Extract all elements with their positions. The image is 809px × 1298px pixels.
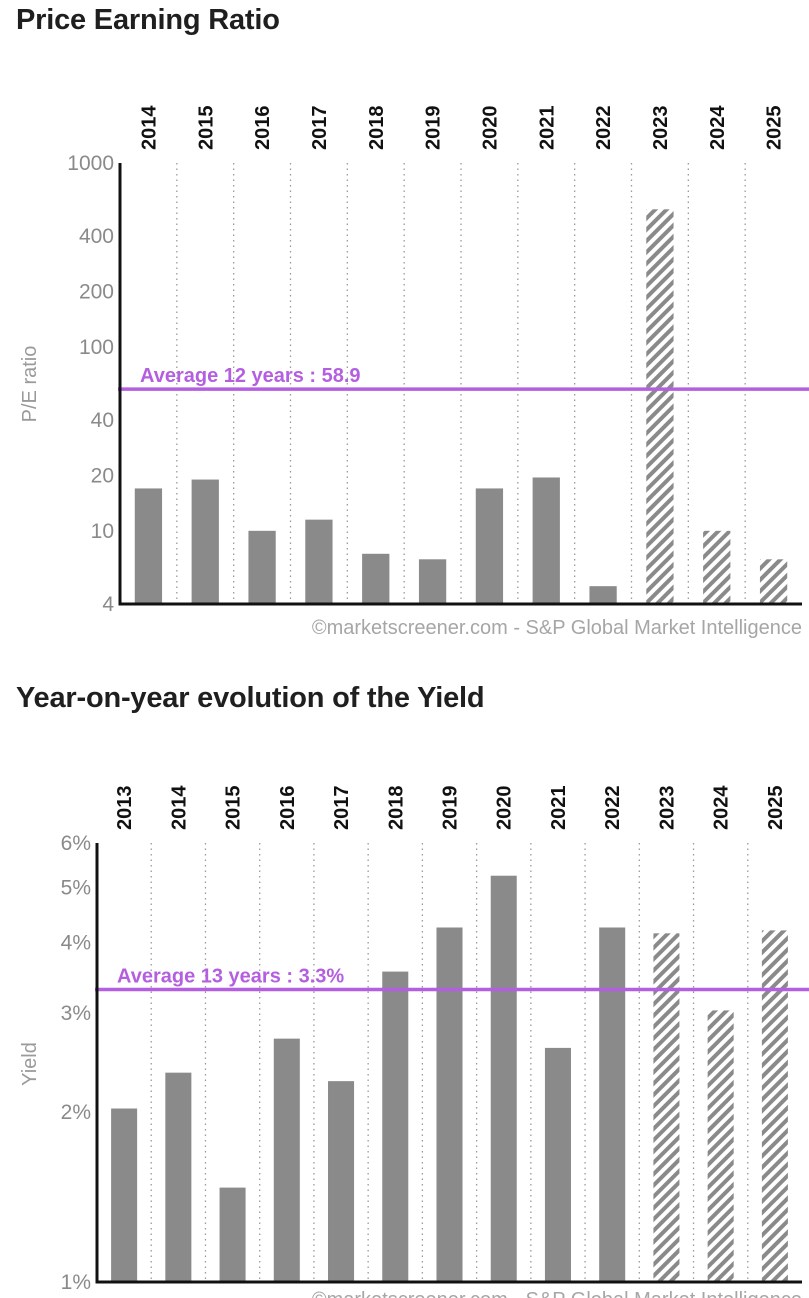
yield-bar-2021 <box>544 1047 571 1282</box>
pe-year-label-2023: 2023 <box>650 106 672 151</box>
pe-year-label-2019: 2019 <box>423 106 445 151</box>
yield-bar-2024-estimate <box>707 1010 734 1282</box>
yield-bar-2022 <box>599 927 626 1282</box>
yield-year-label-2014: 2014 <box>168 785 190 830</box>
yield-bar-2019 <box>436 927 463 1282</box>
pe-year-label-2016: 2016 <box>252 106 274 151</box>
pe-bar-2021 <box>532 477 560 604</box>
yield-chart: 1% 2% 3% 4% 5% 6% Yield 2013 2014 2015 2016 2017 201… <box>19 785 809 1298</box>
pe-y-tick-label: 200 <box>79 281 114 304</box>
yield-y-tick-label: 4% <box>61 931 91 954</box>
pe-year-label-2021: 2021 <box>536 106 558 151</box>
pe-bar-2024-estimate <box>703 530 731 604</box>
yield-bar-2023-estimate <box>653 933 680 1282</box>
yield-credit: ©marketscreener.com - S&P Global Market … <box>312 1289 802 1298</box>
yield-year-label-2017: 2017 <box>331 786 353 831</box>
pe-ratio-chart: 4 10 20 40 100 200 400 1000 P/E ratio 2014 2015 201… <box>19 105 809 639</box>
yield-year-label-2013: 2013 <box>114 786 136 831</box>
yield-y-tick-label: 2% <box>61 1101 91 1124</box>
pe-bar-2014 <box>134 488 163 604</box>
yield-bar-2014 <box>165 1072 192 1282</box>
pe-year-label-2020: 2020 <box>479 106 501 150</box>
pe-average-label: Average 12 years : 58.9 <box>140 365 361 387</box>
yield-bar-2016 <box>273 1038 300 1282</box>
yield-y-tick-label: 6% <box>61 832 91 855</box>
yield-year-label-2015: 2015 <box>223 786 245 831</box>
pe-year-label-2022: 2022 <box>593 106 615 151</box>
pe-bar-2023-estimate <box>646 209 674 605</box>
pe-credit: ©marketscreener.com - S&P Global Market … <box>312 617 802 639</box>
pe-y-tick-label: 4 <box>102 593 114 616</box>
pe-chart-title: Price Earning Ratio <box>16 4 280 36</box>
pe-bar-2018 <box>362 553 390 604</box>
yield-y-tick-label: 3% <box>61 1002 91 1025</box>
yield-year-label-2016: 2016 <box>277 786 299 831</box>
pe-year-label-2018: 2018 <box>366 106 388 151</box>
yield-bar-2025-estimate <box>761 930 788 1282</box>
pe-bar-2019 <box>418 559 447 604</box>
pe-bar-2020 <box>475 488 504 604</box>
yield-y-axis-label: Yield <box>19 1042 41 1086</box>
yield-bar-2020 <box>490 875 517 1282</box>
pe-year-label-2017: 2017 <box>309 106 331 151</box>
pe-bar-2016 <box>248 530 276 604</box>
yield-year-label-2019: 2019 <box>440 786 462 831</box>
yield-bar-2018 <box>382 971 409 1282</box>
pe-y-tick-label: 40 <box>91 409 114 432</box>
yield-year-label-2021: 2021 <box>548 786 570 831</box>
pe-year-label-2025: 2025 <box>764 106 786 151</box>
yield-y-tick-label: 5% <box>61 877 91 900</box>
yield-year-label-2023: 2023 <box>656 786 678 831</box>
yield-year-label-2022: 2022 <box>602 786 624 831</box>
yield-bar-2013 <box>111 1108 138 1282</box>
yield-year-label-2024: 2024 <box>711 785 733 830</box>
yield-year-label-2018: 2018 <box>385 786 407 831</box>
yield-bar-2015 <box>219 1187 246 1282</box>
yield-bar-2017 <box>328 1081 355 1282</box>
pe-year-label-2014: 2014 <box>138 105 160 150</box>
pe-y-tick-label: 100 <box>79 336 114 359</box>
yield-year-label-2025: 2025 <box>765 786 787 831</box>
pe-year-label-2024: 2024 <box>707 105 729 150</box>
pe-y-tick-label: 400 <box>79 225 114 248</box>
pe-bar-2017 <box>305 519 333 604</box>
pe-y-tick-label: 1000 <box>67 152 114 175</box>
yield-y-tick-label: 1% <box>61 1271 91 1294</box>
yield-chart-title: Year-on-year evolution of the Yield <box>16 682 485 714</box>
pe-year-label-2015: 2015 <box>195 106 217 151</box>
yield-average-label: Average 13 years : 3.3% <box>117 965 344 987</box>
pe-y-tick-label: 10 <box>91 520 114 543</box>
pe-bar-2025-estimate <box>759 559 788 604</box>
pe-bar-2015 <box>191 479 219 604</box>
pe-bar-2022 <box>589 586 617 604</box>
pe-y-axis-label: P/E ratio <box>19 346 41 423</box>
yield-year-label-2020: 2020 <box>494 786 516 831</box>
pe-y-tick-label: 20 <box>91 464 114 487</box>
